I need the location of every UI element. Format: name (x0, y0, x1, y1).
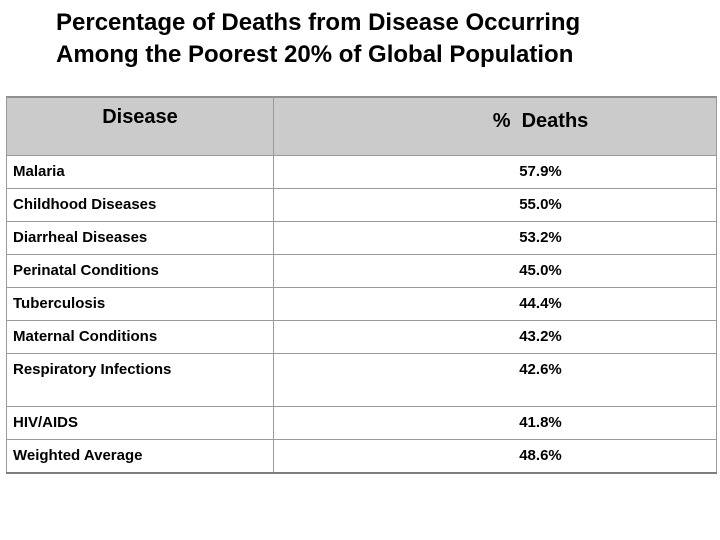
table-row: Tuberculosis 44.4% (6, 287, 717, 321)
pct-cell: 45.0% (273, 254, 717, 288)
disease-cell: HIV/AIDS (6, 406, 274, 440)
pct-cell: 41.8% (273, 406, 717, 440)
disease-cell: Diarrheal Diseases (6, 221, 274, 255)
page-title: Percentage of Deaths from Disease Occurr… (56, 7, 580, 71)
table-row: Malaria 57.9% (6, 155, 717, 189)
table-row: Maternal Conditions 43.2% (6, 320, 717, 354)
pct-cell: 43.2% (273, 320, 717, 354)
table-row: Weighted Average 48.6% (6, 439, 717, 473)
disease-cell: Childhood Diseases (6, 188, 274, 222)
table-row: Diarrheal Diseases 53.2% (6, 221, 717, 255)
pct-cell: 57.9% (273, 155, 717, 189)
table-header-row: Disease % Deaths (6, 96, 717, 156)
column-header-deaths: % Deaths (273, 96, 717, 156)
table-row: HIV/AIDS 41.8% (6, 406, 717, 440)
page-title-line2: Among the Poorest 20% of Global Populati… (56, 41, 574, 68)
disease-cell: Perinatal Conditions (6, 254, 274, 288)
table-row: Perinatal Conditions 45.0% (6, 254, 717, 288)
pct-cell: 48.6% (273, 439, 717, 473)
disease-cell: Weighted Average (6, 439, 274, 473)
page-title-line1: Percentage of Deaths from Disease Occurr… (56, 9, 581, 36)
disease-cell: Maternal Conditions (6, 320, 274, 354)
pct-cell: 53.2% (273, 221, 717, 255)
table-row: Childhood Diseases 55.0% (6, 188, 717, 222)
pct-cell: 42.6% (273, 353, 717, 407)
disease-cell: Malaria (6, 155, 274, 189)
disease-cell: Respiratory Infections (6, 353, 274, 407)
deaths-by-disease-table: Disease % Deaths Malaria 57.9% Childhood… (6, 96, 717, 474)
disease-cell: Tuberculosis (6, 287, 274, 321)
pct-cell: 44.4% (273, 287, 717, 321)
pct-cell: 55.0% (273, 188, 717, 222)
table-row: Respiratory Infections 42.6% (6, 353, 717, 407)
column-header-disease: Disease (6, 96, 274, 156)
